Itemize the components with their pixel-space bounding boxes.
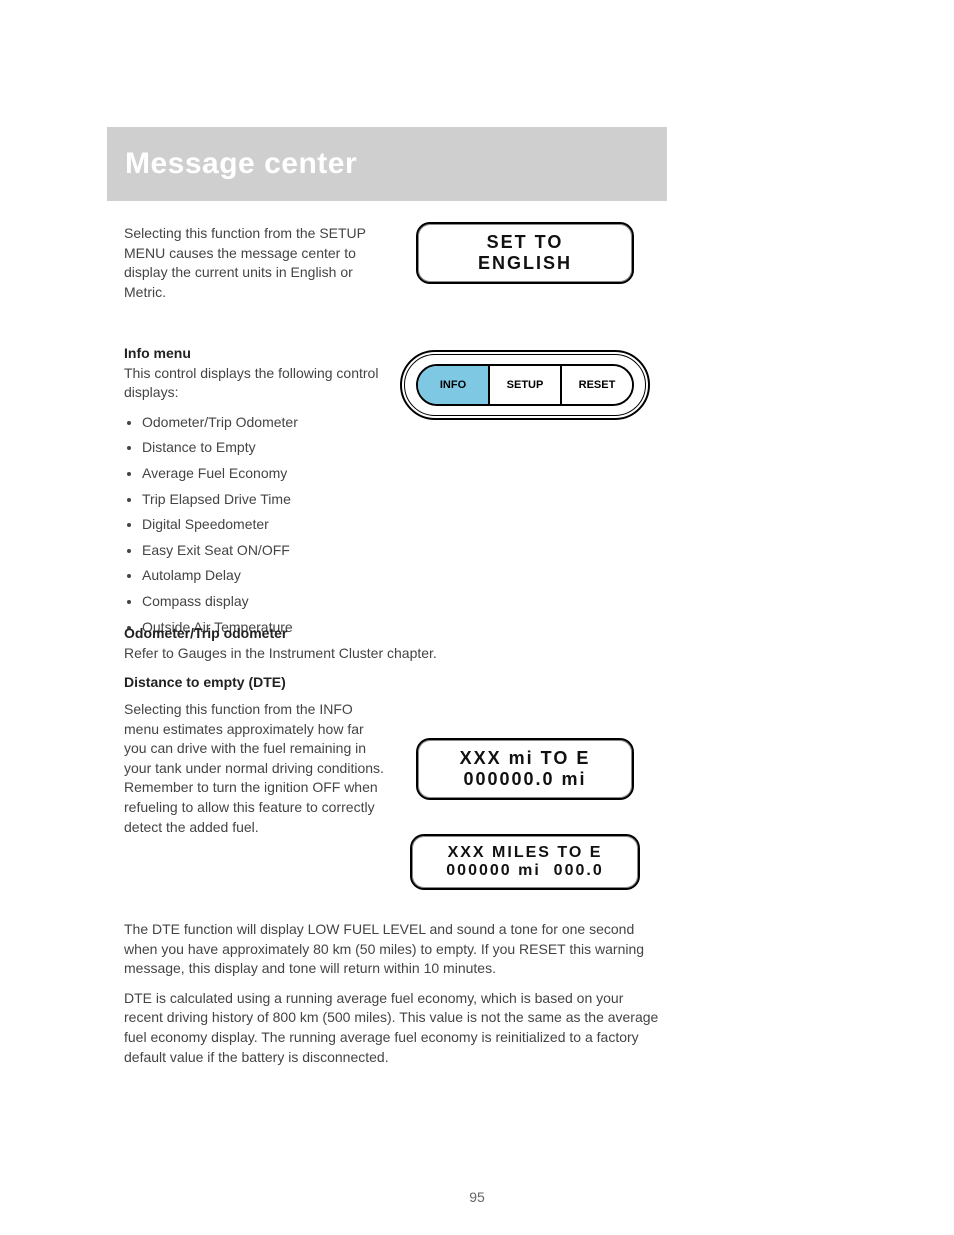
list-item: Distance to Empty bbox=[142, 438, 384, 458]
lcd-line2: 000000 mi 000.0 bbox=[426, 862, 624, 880]
setup-button[interactable]: SETUP bbox=[490, 366, 562, 404]
intro-paragraph: Selecting this function from the SETUP M… bbox=[124, 224, 384, 302]
lcd-line2: 000000.0 mi bbox=[432, 769, 618, 790]
cluster-inner: INFO SETUP RESET bbox=[416, 364, 634, 406]
info-menu-heading: Info menu bbox=[124, 344, 384, 364]
section-title: Message center bbox=[125, 147, 357, 181]
dte-body: Selecting this function from the INFO me… bbox=[124, 700, 384, 837]
list-item: Trip Elapsed Drive Time bbox=[142, 490, 384, 510]
trailer-block: The DTE function will display LOW FUEL L… bbox=[124, 920, 664, 1077]
info-button[interactable]: INFO bbox=[418, 366, 490, 404]
odometer-heading: Odometer/Trip odometer bbox=[124, 624, 664, 644]
page-number: 95 bbox=[0, 1189, 954, 1205]
button-cluster-wrap: INFO SETUP RESET bbox=[395, 350, 655, 420]
list-item: Digital Speedometer bbox=[142, 515, 384, 535]
lcd-line1: SET TO bbox=[432, 232, 618, 253]
lcd-display-dte2: XXX MILES TO E 000000 mi 000.0 bbox=[410, 834, 640, 890]
info-menu-list: Odometer/Trip Odometer Distance to Empty… bbox=[124, 413, 384, 637]
list-item: Compass display bbox=[142, 592, 384, 612]
lcd-line2: ENGLISH bbox=[432, 253, 618, 274]
lcd-display-english: SET TO ENGLISH bbox=[416, 222, 634, 284]
reset-button[interactable]: RESET bbox=[562, 366, 632, 404]
list-item: Easy Exit Seat ON/OFF bbox=[142, 541, 384, 561]
trailer-para1: The DTE function will display LOW FUEL L… bbox=[124, 920, 664, 979]
info-menu-block: Info menu This control displays the foll… bbox=[124, 338, 384, 643]
list-item: Autolamp Delay bbox=[142, 566, 384, 586]
intro-block: Selecting this function from the SETUP M… bbox=[124, 224, 384, 312]
reset-button-label: RESET bbox=[579, 379, 616, 391]
lcd-line1: XXX mi TO E bbox=[432, 748, 618, 769]
info-button-label: INFO bbox=[440, 379, 466, 391]
info-setup-reset-cluster: INFO SETUP RESET bbox=[400, 350, 650, 420]
lcd-english-wrap: SET TO ENGLISH bbox=[395, 222, 655, 284]
lcd-dte2-wrap: XXX MILES TO E 000000 mi 000.0 bbox=[395, 834, 655, 890]
setup-button-label: SETUP bbox=[507, 379, 544, 391]
list-item: Odometer/Trip Odometer bbox=[142, 413, 384, 433]
dte-body-block: Selecting this function from the INFO me… bbox=[124, 700, 384, 847]
lcd-dte1-wrap: XXX mi TO E 000000.0 mi bbox=[395, 738, 655, 800]
odometer-body: Refer to Gauges in the Instrument Cluste… bbox=[124, 644, 664, 664]
odometer-block: Odometer/Trip odometer Refer to Gauges i… bbox=[124, 618, 664, 693]
trailer-para2: DTE is calculated using a running averag… bbox=[124, 989, 664, 1067]
lcd-line1: XXX MILES TO E bbox=[426, 844, 624, 862]
section-header-bar: Message center bbox=[107, 127, 667, 201]
lcd-display-dte1: XXX mi TO E 000000.0 mi bbox=[416, 738, 634, 800]
dte-heading: Distance to empty (DTE) bbox=[124, 673, 664, 693]
list-item: Average Fuel Economy bbox=[142, 464, 384, 484]
info-menu-desc: This control displays the following cont… bbox=[124, 364, 384, 403]
